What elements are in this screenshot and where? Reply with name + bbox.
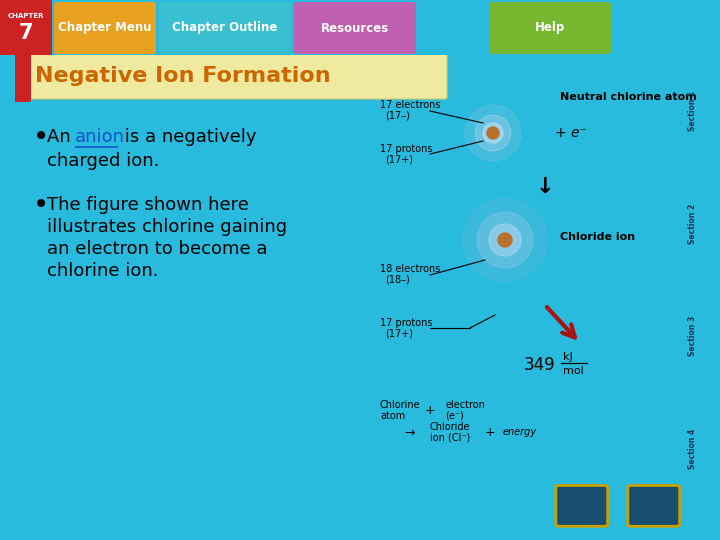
Text: Negative Ion Formation: Negative Ion Formation	[35, 66, 330, 86]
Text: 17 protons: 17 protons	[380, 144, 433, 154]
Circle shape	[477, 212, 533, 268]
Text: kJ: kJ	[563, 352, 572, 362]
Text: Chapter Menu: Chapter Menu	[58, 22, 152, 35]
FancyBboxPatch shape	[628, 485, 680, 526]
Text: 349: 349	[523, 356, 555, 374]
Circle shape	[489, 224, 521, 256]
Text: is a negatively: is a negatively	[119, 128, 256, 146]
Text: Section 2: Section 2	[688, 204, 697, 244]
FancyArrowPatch shape	[642, 496, 668, 516]
Text: electron: electron	[445, 400, 485, 410]
Text: ↓: ↓	[536, 177, 554, 197]
Circle shape	[498, 233, 512, 247]
Text: 7: 7	[19, 23, 33, 43]
Text: (18–): (18–)	[385, 274, 410, 284]
Text: (17+): (17+)	[385, 328, 413, 338]
Text: ion (Cl⁻): ion (Cl⁻)	[430, 433, 470, 443]
Circle shape	[483, 123, 503, 143]
Text: chlorine ion.: chlorine ion.	[47, 262, 158, 280]
Text: Neutral chlorine atom: Neutral chlorine atom	[560, 92, 697, 102]
Text: Resources: Resources	[321, 22, 389, 35]
FancyBboxPatch shape	[54, 2, 156, 54]
FancyBboxPatch shape	[159, 2, 291, 54]
Text: Help: Help	[535, 22, 565, 35]
FancyBboxPatch shape	[0, 0, 52, 55]
Text: + e⁻: + e⁻	[555, 126, 587, 140]
Text: Section 4: Section 4	[688, 429, 697, 469]
Text: an electron to become a: an electron to become a	[47, 240, 268, 258]
Text: •: •	[33, 123, 49, 151]
Text: illustrates chlorine gaining: illustrates chlorine gaining	[47, 218, 287, 236]
Text: Chapter Outline: Chapter Outline	[172, 22, 278, 35]
Text: +: +	[425, 403, 436, 416]
Text: mol: mol	[563, 366, 584, 376]
Circle shape	[475, 115, 511, 151]
Text: CHAPTER: CHAPTER	[8, 13, 44, 19]
Circle shape	[463, 198, 547, 282]
FancyBboxPatch shape	[13, 53, 447, 99]
Text: (17+): (17+)	[385, 154, 413, 164]
Text: +: +	[485, 426, 495, 438]
Text: 18 electrons: 18 electrons	[380, 264, 441, 274]
Text: An: An	[47, 128, 76, 146]
Text: The figure shown here: The figure shown here	[47, 196, 249, 214]
FancyBboxPatch shape	[489, 2, 611, 54]
Text: 17 protons: 17 protons	[380, 318, 433, 328]
Text: atom: atom	[380, 411, 405, 421]
Text: charged ion.: charged ion.	[47, 152, 159, 170]
Text: Chloride: Chloride	[430, 422, 470, 432]
Text: Chlorine: Chlorine	[380, 400, 420, 410]
Text: energy: energy	[503, 427, 537, 437]
Text: Section 1: Section 1	[688, 91, 697, 131]
FancyBboxPatch shape	[5, 50, 31, 102]
Circle shape	[465, 105, 521, 161]
Text: 17 electrons: 17 electrons	[380, 100, 441, 110]
Text: →: →	[405, 427, 415, 440]
FancyBboxPatch shape	[294, 2, 416, 54]
FancyBboxPatch shape	[556, 485, 608, 526]
Text: •: •	[33, 191, 49, 219]
FancyArrowPatch shape	[570, 496, 596, 516]
Text: anion: anion	[75, 128, 125, 146]
Text: Section 3: Section 3	[688, 316, 697, 356]
Circle shape	[487, 127, 499, 139]
Text: (17–): (17–)	[385, 110, 410, 120]
Text: (e⁻): (e⁻)	[445, 411, 464, 421]
Text: Chloride ion: Chloride ion	[560, 232, 635, 242]
